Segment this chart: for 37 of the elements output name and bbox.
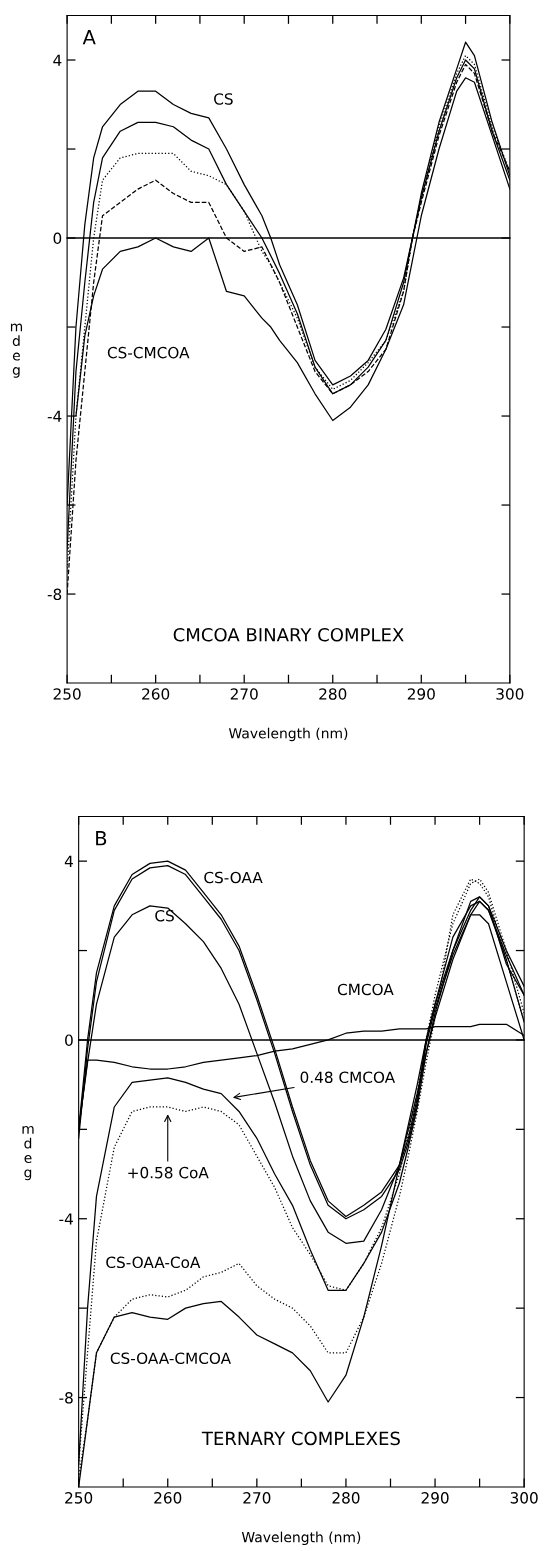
annotation: CS-OAA — [204, 871, 263, 884]
x-tick-label: 280 — [319, 688, 347, 700]
y-tick-label: -8 — [47, 588, 62, 601]
x-tick-label: 300 — [510, 1492, 538, 1504]
x-axis-title: Wavelength (nm) — [241, 1531, 361, 1546]
y-axis-title: mdeg — [10, 323, 23, 378]
x-tick-label: 250 — [65, 1492, 93, 1504]
annotation: B — [96, 831, 107, 846]
x-tick-label: 300 — [496, 688, 524, 700]
x-tick-label: 290 — [421, 1492, 449, 1504]
annotation: 0.48 CMCOA — [300, 1071, 396, 1084]
x-tick-label: 290 — [407, 688, 435, 700]
y-axis-title: mdeg — [22, 1126, 34, 1181]
y-tick-label: 0 — [65, 1034, 73, 1046]
annotation: A — [82, 30, 96, 45]
annotation: CS — [214, 93, 233, 105]
y-tick-label: -4 — [59, 1213, 73, 1225]
x-axis-title: Wavelength (nm) — [228, 727, 348, 742]
y-tick-label: 4 — [64, 855, 73, 867]
y-tick-label: 0 — [53, 232, 62, 245]
annotation: CMCOA — [337, 983, 394, 996]
annotation: CS — [155, 909, 174, 922]
y-tick-label: 4 — [53, 54, 62, 66]
x-tick-label: 250 — [53, 688, 81, 700]
x-tick-label: 270 — [243, 1492, 271, 1504]
x-tick-label: 270 — [230, 688, 258, 700]
text: CMCOA BINARY COMPLEX — [173, 627, 404, 642]
x-tick-label: 280 — [332, 1492, 360, 1504]
x-tick-label: 260 — [154, 1492, 182, 1504]
x-tick-label: 260 — [142, 688, 170, 700]
annotation: +0.58 CoA — [128, 1166, 209, 1179]
text: TERNARY COMPLEXES — [201, 1431, 400, 1446]
annotation: CS-CMCOA — [107, 346, 190, 359]
annotation: CS-OAA-CoA — [106, 1256, 201, 1269]
y-tick-label: -4 — [47, 410, 62, 422]
annotation: CS-OAA-CMCOA — [110, 1352, 231, 1364]
y-tick-label: -8 — [59, 1392, 73, 1404]
